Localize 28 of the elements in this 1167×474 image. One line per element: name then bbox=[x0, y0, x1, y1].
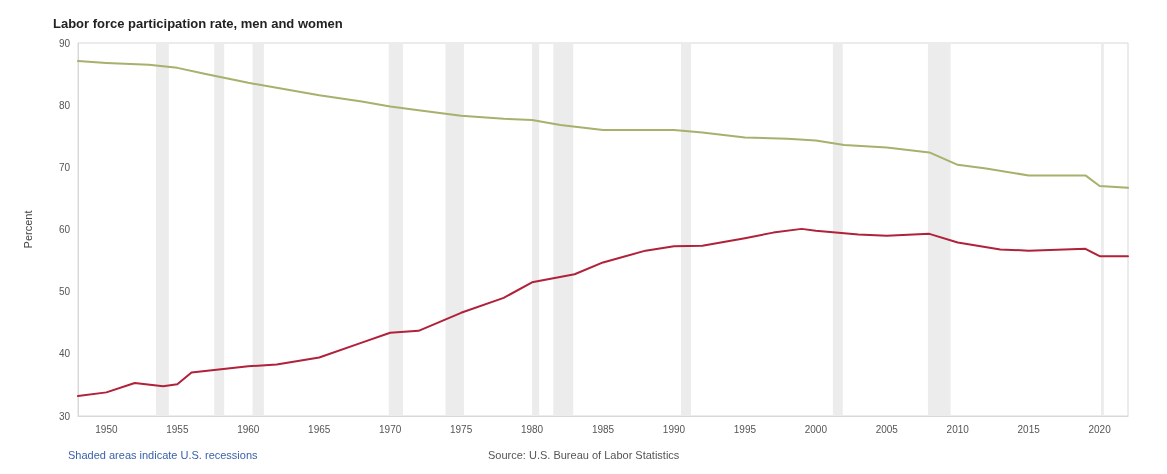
x-tick-label: 1995 bbox=[733, 423, 757, 435]
x-tick-label: 1975 bbox=[449, 423, 473, 435]
x-tick-label: 2015 bbox=[1017, 423, 1041, 435]
y-axis-title: Percent bbox=[21, 210, 34, 249]
y-tick-label: 70 bbox=[58, 161, 71, 173]
y-tick-label: 30 bbox=[58, 410, 71, 422]
y-tick-label: 40 bbox=[58, 348, 71, 360]
x-tick-label: 1985 bbox=[591, 423, 615, 435]
x-tick-label: 1960 bbox=[237, 423, 260, 435]
x-tick-label: 2010 bbox=[946, 423, 970, 435]
chart-title: Labor force participation rate, men and women bbox=[53, 16, 343, 31]
x-tick-label: 1965 bbox=[308, 423, 331, 435]
x-tick-label: 1950 bbox=[95, 423, 118, 435]
line-series bbox=[77, 227, 1129, 398]
x-tick-label: 1990 bbox=[662, 423, 686, 435]
x-tick-label: 1980 bbox=[520, 423, 544, 435]
x-tick-label: 2005 bbox=[875, 423, 899, 435]
x-tick-label: 1955 bbox=[166, 423, 189, 435]
text: Shaded areas indicate U.S. recessions bbox=[68, 448, 259, 461]
y-tick-label: 90 bbox=[58, 37, 71, 49]
y-tick-label: 60 bbox=[58, 224, 71, 235]
y-tick-label: 50 bbox=[58, 286, 71, 298]
line-series bbox=[77, 60, 1129, 189]
y-tick-label: 80 bbox=[58, 99, 71, 111]
source-note: Source: U.S. Bureau of Labor Statistics bbox=[488, 448, 680, 461]
x-tick-label: 2020 bbox=[1088, 423, 1112, 435]
x-tick-label: 1970 bbox=[379, 423, 402, 435]
x-tick-label: 2000 bbox=[804, 423, 828, 435]
